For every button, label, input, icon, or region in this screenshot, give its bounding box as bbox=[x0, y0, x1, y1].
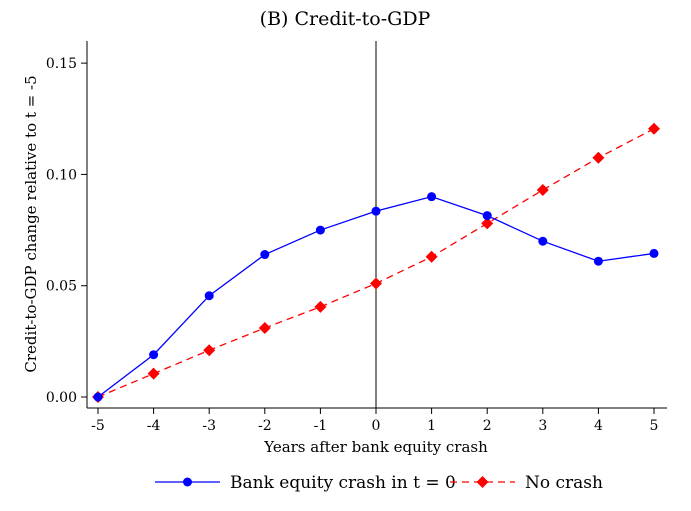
series-layer bbox=[92, 122, 660, 403]
data-point-diamond bbox=[648, 122, 660, 135]
x-tick-label: 1 bbox=[427, 418, 436, 434]
data-point-circle bbox=[593, 256, 603, 266]
legend: Bank equity crash in t = 0 No crash bbox=[155, 473, 603, 493]
x-tick-label: 4 bbox=[594, 418, 603, 434]
data-point-diamond bbox=[314, 300, 327, 313]
x-tick-label: 3 bbox=[538, 418, 547, 434]
x-axis-title: Years after bank equity crash bbox=[263, 438, 488, 456]
data-point-circle bbox=[371, 206, 381, 216]
data-point-circle bbox=[538, 236, 548, 246]
data-point-diamond bbox=[258, 322, 271, 334]
series-1 bbox=[93, 192, 659, 402]
x-tick-label: 0 bbox=[372, 418, 381, 434]
legend-label: Bank equity crash in t = 0 bbox=[230, 473, 456, 493]
data-point-diamond bbox=[592, 151, 605, 164]
axes: 0.00 0.05 0.10 0.15 -5 -4 -3 -2 -1 0 1 2 3 4 5 bbox=[46, 41, 667, 434]
data-point-circle bbox=[427, 192, 437, 202]
data-point-diamond bbox=[481, 217, 494, 230]
data-point-diamond bbox=[203, 344, 216, 357]
data-point-circle bbox=[649, 248, 659, 258]
legend-marker bbox=[476, 476, 489, 488]
x-tick-label: 5 bbox=[650, 418, 659, 434]
y-tick-label: 0.15 bbox=[46, 56, 77, 72]
x-tick-label: -5 bbox=[91, 418, 105, 434]
data-point-circle bbox=[93, 392, 103, 402]
legend-entry: Bank equity crash in t = 0 bbox=[155, 473, 456, 493]
legend-label: No crash bbox=[525, 473, 603, 493]
data-point-circle bbox=[315, 225, 325, 235]
y-tick-label: 0.10 bbox=[46, 167, 77, 183]
y-tick-label: 0.05 bbox=[46, 279, 77, 295]
data-point-diamond bbox=[370, 277, 382, 290]
series-2 bbox=[92, 122, 660, 403]
x-tick-label: -3 bbox=[202, 418, 216, 434]
data-point-circle bbox=[260, 250, 270, 260]
y-tick-label: 0.00 bbox=[46, 390, 77, 406]
x-tick-label: -1 bbox=[314, 418, 328, 434]
legend-marker bbox=[183, 477, 192, 487]
data-point-circle bbox=[149, 350, 159, 360]
x-tick-label: -4 bbox=[147, 418, 161, 434]
y-axis-title: Credit-to-GDP change relative to t = -5 bbox=[22, 75, 40, 372]
data-point-diamond bbox=[147, 367, 160, 380]
chart-title: (B) Credit-to-GDP bbox=[260, 8, 431, 30]
data-point-circle bbox=[204, 291, 214, 301]
data-point-circle bbox=[482, 211, 492, 221]
legend-entry: No crash bbox=[450, 473, 603, 493]
data-point-diamond bbox=[536, 184, 549, 196]
data-point-diamond bbox=[425, 250, 438, 263]
x-tick-label: 2 bbox=[483, 418, 492, 434]
x-tick-label: -2 bbox=[258, 418, 272, 434]
